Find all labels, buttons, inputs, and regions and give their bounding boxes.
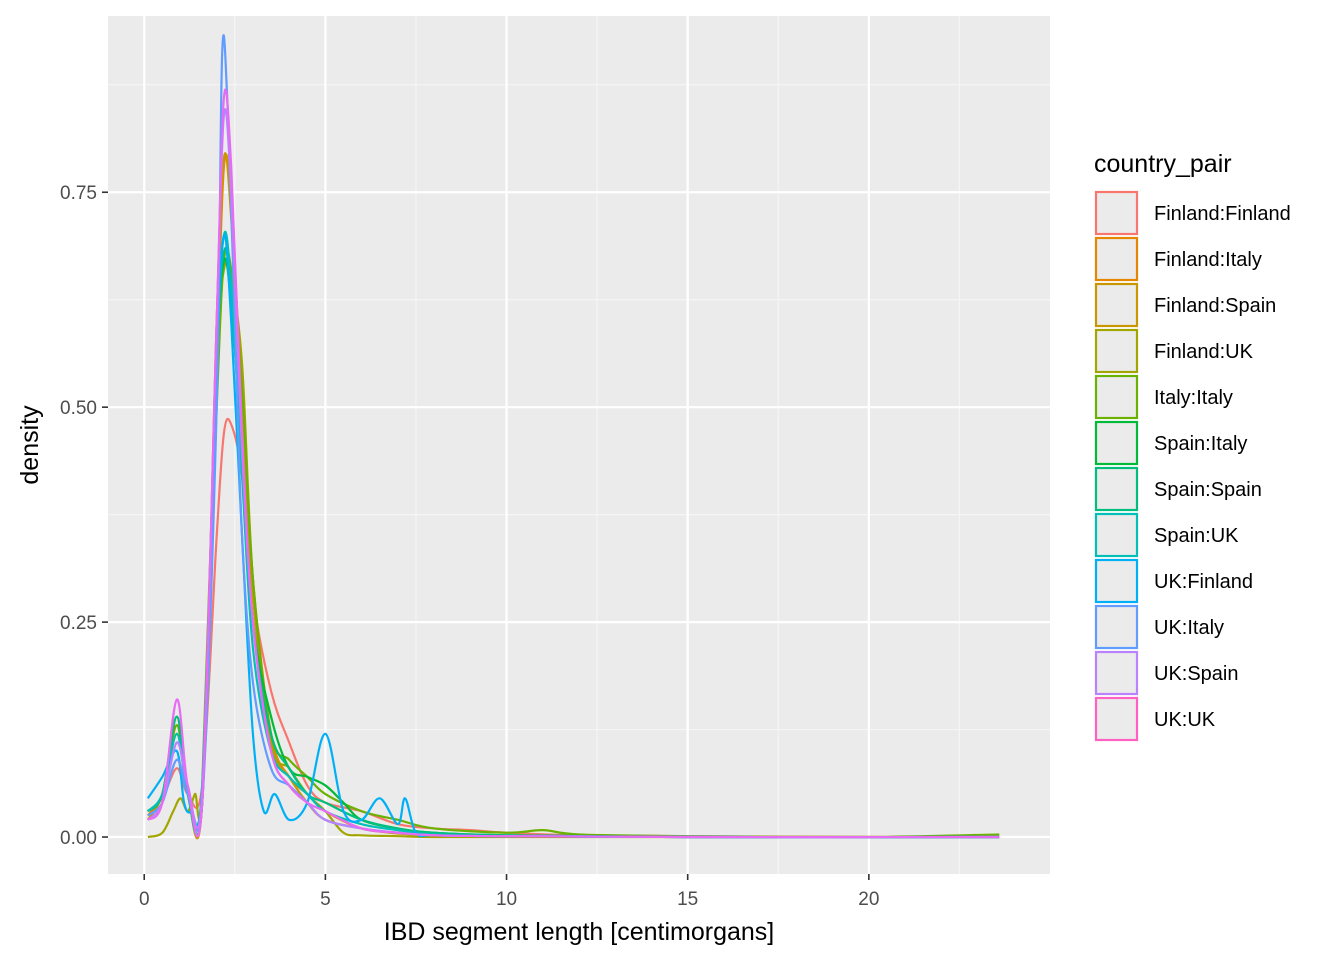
legend-label: Spain:UK xyxy=(1154,525,1239,547)
y-axis-title: density xyxy=(16,405,44,485)
legend-label: UK:UK xyxy=(1154,709,1216,731)
legend-label: Italy:Italy xyxy=(1154,387,1233,409)
major-grid xyxy=(108,16,1050,874)
x-tick-label: 20 xyxy=(858,889,879,910)
plot-panel xyxy=(108,16,1050,874)
legend-title: country_pair xyxy=(1094,150,1232,178)
legend-key xyxy=(1094,282,1139,328)
legend-key xyxy=(1094,328,1139,374)
legend-key xyxy=(1094,696,1139,742)
legend-label: Spain:Italy xyxy=(1154,433,1247,455)
x-tick-label: 5 xyxy=(320,889,331,910)
y-tick-label: 0.25 xyxy=(60,613,97,634)
legend-key xyxy=(1094,236,1139,282)
legend-label: UK:Finland xyxy=(1154,571,1253,593)
y-tick-label: 0.75 xyxy=(60,183,97,204)
legend-key xyxy=(1094,558,1139,604)
legend: Finland:Finland Finland:Italy Finland:Spai… xyxy=(1094,190,1291,742)
legend-key xyxy=(1094,650,1139,696)
legend-label: UK:Spain xyxy=(1154,663,1239,685)
series-lines xyxy=(146,34,1000,840)
y-axis-ticks: 0.00 0.25 0.50 0.75 xyxy=(60,183,108,849)
legend-label: Finland:UK xyxy=(1154,341,1254,363)
legend-label: Finland:Finland xyxy=(1154,203,1291,225)
legend-key xyxy=(1094,190,1139,236)
legend-label: Finland:Italy xyxy=(1154,249,1262,271)
x-axis-title: IBD segment length [centimorgans] xyxy=(384,918,774,946)
legend-key xyxy=(1094,374,1139,420)
x-tick-label: 10 xyxy=(496,889,517,910)
x-axis-ticks: 0 5 10 15 20 xyxy=(139,874,879,910)
legend-key xyxy=(1094,604,1139,650)
legend-label: Finland:Spain xyxy=(1154,295,1276,317)
legend-key xyxy=(1094,466,1139,512)
y-tick-label: 0.50 xyxy=(60,398,97,419)
series-line-uk-uk xyxy=(147,88,1000,839)
legend-key xyxy=(1094,420,1139,466)
y-tick-label: 0.00 xyxy=(60,828,97,849)
x-tick-label: 0 xyxy=(139,889,150,910)
legend-label: UK:Italy xyxy=(1154,617,1224,639)
legend-label: Spain:Spain xyxy=(1154,479,1262,501)
x-tick-label: 15 xyxy=(677,889,698,910)
legend-key xyxy=(1094,512,1139,558)
